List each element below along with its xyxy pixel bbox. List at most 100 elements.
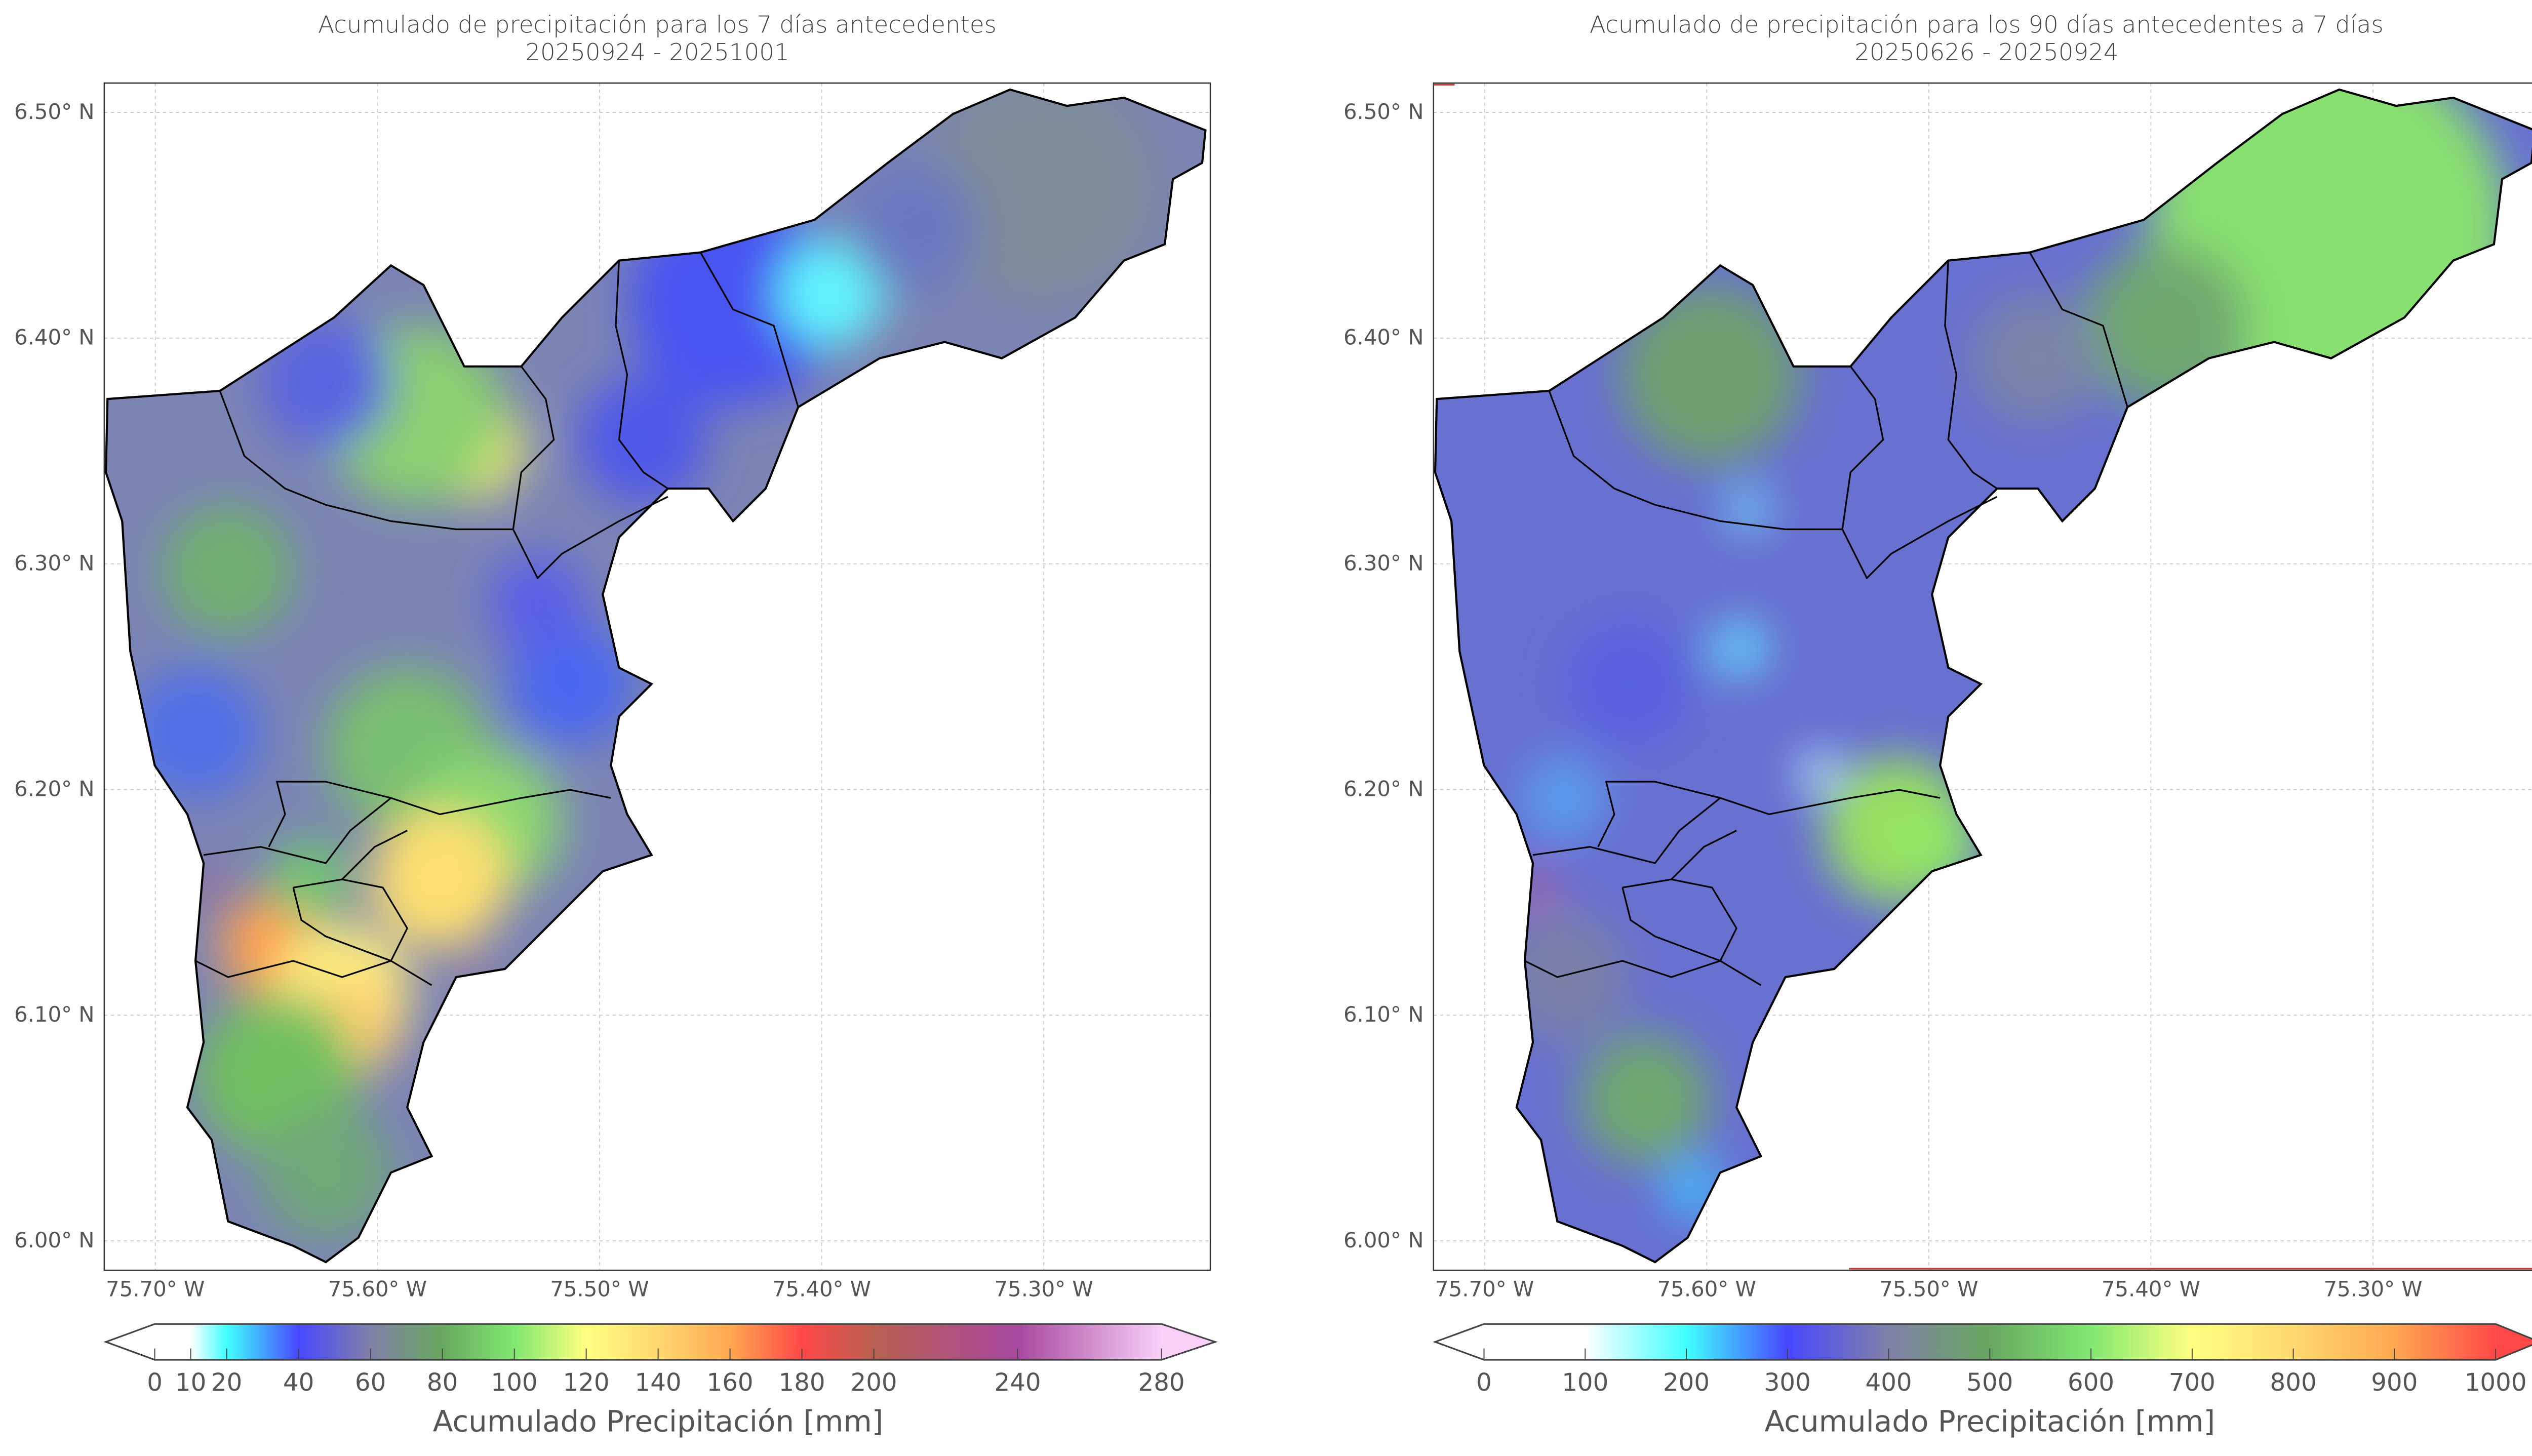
colorbar-tick-label: 400 <box>1866 1368 1912 1397</box>
lat-tick-label: 6.20° N <box>14 776 95 801</box>
colorbar-extend-min <box>1435 1324 1484 1360</box>
colorbar-tick-label: 500 <box>1966 1368 2013 1397</box>
subbasin-boundary <box>512 366 555 530</box>
precip-cell <box>260 317 391 448</box>
map-panel-7-days: 6.50° N 6.40° N 6.30° N 6.20° N 6.10° N 6.00°… <box>14 73 1222 1439</box>
subbasin-boundary <box>1841 366 1884 530</box>
subbasin-boundary <box>341 830 408 880</box>
lon-tick-label: 75.70° W <box>1435 1277 1534 1302</box>
precip-cell <box>847 163 978 294</box>
colorbar-tick-label: 100 <box>1562 1368 1608 1397</box>
lat-tick-label: 6.40° N <box>1343 325 1424 350</box>
precip-cell <box>928 89 1157 302</box>
subbasin-boundary <box>2029 252 2128 408</box>
colorbar-tick-label: 300 <box>1764 1368 1811 1397</box>
colorbar-tick-label: 60 <box>355 1368 386 1397</box>
colorbar-tick-label: 80 <box>427 1368 458 1397</box>
precip-cell <box>489 553 587 652</box>
lat-tick-label: 6.50° N <box>14 99 95 124</box>
colorbar-tick-label: 40 <box>283 1368 314 1397</box>
colorbar-tick-label: 120 <box>563 1368 610 1397</box>
colorbar-tick-label: 140 <box>635 1368 682 1397</box>
colorbar-tick-label: 20 <box>211 1368 242 1397</box>
precip-cell <box>195 874 222 901</box>
lon-tick-label: 75.50° W <box>1879 1277 1978 1302</box>
left-title: Acumulado de precipitación para los 7 dí… <box>104 13 1210 68</box>
lon-tick-label: 75.50° W <box>550 1277 649 1302</box>
colorbar-tick-label: 180 <box>779 1368 825 1397</box>
subbasin-boundary <box>292 887 391 962</box>
lat-tick-label: 6.30° N <box>1343 551 1424 576</box>
precipitation-field <box>1427 49 2532 1287</box>
lon-tick-label: 75.30° W <box>2323 1277 2422 1302</box>
colorbar-extend-max <box>2496 1324 2532 1360</box>
precip-cell <box>1714 622 1766 674</box>
colorbar-tick-label: 800 <box>2270 1368 2317 1397</box>
colorbar-extend-max <box>1161 1324 1215 1360</box>
subbasin-boundary <box>293 878 409 961</box>
colorbar-tick-label: 200 <box>851 1368 897 1397</box>
subbasin-boundary <box>268 781 611 847</box>
left-title-dates: 20250924 - 20251001 <box>525 41 789 67</box>
precip-cell <box>578 374 709 505</box>
subbasin-boundary <box>1548 390 1998 580</box>
precip-cell <box>1580 1034 1711 1165</box>
subbasin-boundary <box>203 797 392 864</box>
precip-cell <box>163 505 294 635</box>
precip-cell <box>1620 285 1800 464</box>
colorbar: 0 10 20 40 60 80 100 120 140 160 180 200 240 280 Acumu… <box>103 1323 1218 1439</box>
precip-cell <box>1800 754 1839 793</box>
colorbar-tick-label: 280 <box>1138 1368 1185 1397</box>
colorbar-tick-label: 200 <box>1663 1368 1710 1397</box>
precip-cell <box>1523 757 1605 839</box>
right-title-dates: 20250626 - 20250924 <box>1854 41 2119 67</box>
colorbar-tick-label: 700 <box>2169 1368 2216 1397</box>
subbasin-boundary <box>1944 260 1998 490</box>
colorbar-tick-label: 10 <box>175 1368 206 1397</box>
precip-cell <box>1971 293 2102 424</box>
precip-cell <box>1498 912 1629 1042</box>
precip-cell <box>778 241 883 345</box>
subbasin-boundary <box>1621 887 1721 962</box>
right-title-main: Acumulado de precipitación para los 90 d… <box>1590 13 2384 39</box>
subbasin-boundary <box>699 252 799 408</box>
lat-tick-label: 6.10° N <box>1343 1002 1424 1027</box>
colorbar-extend-min <box>106 1324 155 1360</box>
subbasin-boundary <box>1532 797 1721 864</box>
left-title-main: Acumulado de precipitación para los 7 dí… <box>318 13 997 39</box>
precip-cell <box>1523 874 1550 901</box>
lon-tick-label: 75.30° W <box>995 1277 1093 1302</box>
subbasin-boundary <box>615 260 668 490</box>
lon-tick-label: 75.40° W <box>2102 1277 2200 1302</box>
colorbar-tick-label: 240 <box>995 1368 1041 1397</box>
subbasin-boundary <box>1622 878 1737 961</box>
colorbar-tick-label: 0 <box>1476 1368 1492 1397</box>
colorbar-label: Acumulado Precipitación [mm] <box>433 1404 884 1439</box>
lat-tick-label: 6.10° N <box>14 1002 95 1027</box>
subbasin-boundary <box>1524 960 1762 986</box>
subbasin-boundary <box>1671 830 1737 880</box>
colorbar-tick-label: 160 <box>707 1368 754 1397</box>
colorbar-tick-label: 0 <box>147 1368 163 1397</box>
precip-cell <box>130 667 261 798</box>
right-title: Acumulado de precipitación para los 90 d… <box>1434 13 2532 68</box>
lat-tick-label: 6.20° N <box>1343 776 1424 801</box>
lon-tick-label: 75.70° W <box>106 1277 205 1302</box>
colorbar: 0 100 200 300 400 500 600 700 800 900 1000 Acumulad… <box>1433 1323 2532 1439</box>
axes-frame <box>1433 82 2532 1271</box>
precip-cell <box>371 811 508 948</box>
precip-cell <box>260 1107 391 1238</box>
precip-cell <box>1897 806 1980 888</box>
lon-tick-label: 75.40° W <box>772 1277 871 1302</box>
colorbar-tick-label: 100 <box>491 1368 538 1397</box>
colorbar-label: Acumulado Precipitación [mm] <box>1764 1404 2215 1439</box>
lat-tick-label: 6.40° N <box>14 325 95 350</box>
precip-cell <box>508 622 632 746</box>
precip-cell <box>1665 1159 1724 1219</box>
lon-tick-label: 75.60° W <box>1657 1277 1756 1302</box>
lat-tick-label: 6.30° N <box>14 551 95 576</box>
map-panel-90-days: 6.50° N 6.40° N 6.30° N 6.20° N 6.10° N 6.00°… <box>1343 49 2532 1439</box>
precipitation-field <box>98 73 1222 1287</box>
